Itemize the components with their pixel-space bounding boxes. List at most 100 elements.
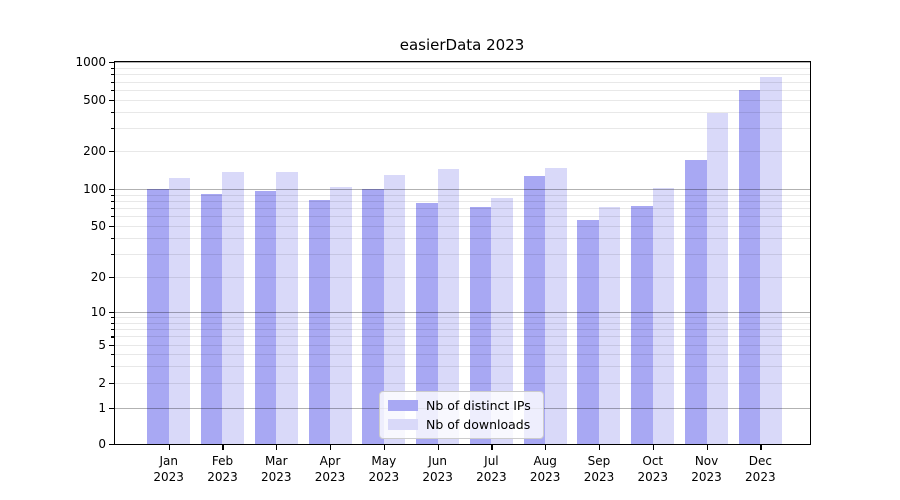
- y-minor-tick: [111, 328, 114, 331]
- y-minor-tick: [111, 74, 114, 76]
- y-tick: [109, 225, 114, 227]
- x-tick: [760, 445, 762, 450]
- x-tick-label: Jan 2023: [153, 454, 184, 484]
- y-minor-tick: [111, 354, 114, 356]
- x-tick-label: Jul 2023: [476, 454, 507, 484]
- y-minor-tick: [111, 90, 114, 92]
- bar-downloads: [760, 77, 782, 444]
- x-tick: [276, 445, 278, 450]
- y-tick-label: 200: [83, 143, 106, 158]
- bar-downloads: [330, 186, 352, 444]
- minor-gridline: [115, 383, 810, 384]
- minor-gridline: [115, 336, 810, 338]
- y-tick: [109, 407, 114, 409]
- y-tick-label: 50: [90, 218, 106, 233]
- y-minor-tick: [111, 322, 114, 324]
- minor-gridline: [115, 200, 810, 202]
- y-minor-tick: [111, 215, 114, 218]
- x-tick-label: Aug 2023: [529, 454, 561, 484]
- minor-gridline: [115, 238, 810, 240]
- minor-gridline: [115, 366, 810, 368]
- bar-downloads: [598, 207, 621, 444]
- x-tick-label: May 2023: [368, 454, 400, 484]
- minor-gridline: [115, 112, 810, 114]
- y-minor-tick: [111, 194, 114, 196]
- y-tick-label: 1000: [75, 55, 106, 69]
- legend-swatch-downloads: [388, 419, 418, 430]
- y-minor-tick: [111, 200, 114, 202]
- minor-gridline: [115, 207, 810, 209]
- bar-downloads: [437, 168, 460, 444]
- minor-gridline: [115, 67, 810, 69]
- y-tick-label: 0: [98, 437, 106, 451]
- bar-distinct-ips: [147, 189, 169, 444]
- minor-gridline: [115, 150, 810, 152]
- x-tick-label: Mar 2023: [260, 454, 292, 484]
- plot-area: 0 1 2 5 10 20 50 100 200 500 1000 Jan 2023 Feb 2023 M…: [75, 55, 811, 484]
- major-gridline: [115, 189, 810, 190]
- x-tick-label: Nov 2023: [691, 454, 722, 484]
- y-tick-label: 100: [83, 182, 106, 196]
- x-tick: [706, 445, 708, 450]
- minor-gridline: [115, 317, 810, 319]
- y-tick-label: 20: [90, 270, 106, 284]
- minor-gridline: [115, 354, 810, 356]
- bar-downloads: [222, 172, 244, 444]
- bar-downloads: [491, 198, 513, 444]
- bar-distinct-ips: [631, 206, 653, 444]
- bar-distinct-ips: [200, 193, 223, 444]
- x-tick-label: Sep 2023: [583, 454, 615, 484]
- x-tick: [330, 445, 332, 450]
- y-minor-tick: [111, 207, 114, 209]
- major-gridline: [115, 62, 810, 63]
- x-tick: [222, 445, 224, 450]
- major-gridline: [115, 312, 810, 313]
- y-tick: [109, 277, 114, 279]
- minor-gridline: [115, 328, 810, 330]
- x-tick-label: Feb 2023: [207, 454, 238, 484]
- bar-distinct-ips: [469, 207, 492, 444]
- y-minor-tick: [111, 128, 114, 130]
- minor-gridline: [115, 345, 810, 346]
- x-tick-label: Dec 2023: [745, 454, 776, 484]
- bar-distinct-ips: [738, 90, 761, 444]
- y-minor-tick: [111, 317, 114, 319]
- y-tick-label: 2: [98, 376, 106, 390]
- minor-gridline: [115, 100, 810, 101]
- chart-title: easierData 2023: [399, 36, 525, 54]
- y-tick-label: 1: [98, 400, 106, 415]
- y-tick: [109, 100, 114, 102]
- bar-distinct-ips: [577, 219, 599, 444]
- minor-gridline: [115, 215, 810, 217]
- minor-gridline: [115, 90, 810, 91]
- bar-distinct-ips: [254, 190, 277, 444]
- x-tick-label: Jun 2023: [422, 454, 453, 484]
- bar-downloads: [168, 177, 191, 444]
- minor-gridline: [115, 194, 810, 196]
- y-minor-tick: [111, 336, 114, 338]
- legend-item-distinct-ips: Nb of distinct IPs: [388, 398, 535, 413]
- y-tick: [109, 189, 114, 191]
- x-tick-label: Oct 2023: [637, 454, 669, 484]
- bar-distinct-ips: [362, 189, 384, 444]
- x-tick: [168, 445, 170, 450]
- y-tick: [109, 444, 114, 446]
- y-tick-label: 500: [83, 93, 106, 107]
- bar-downloads: [383, 175, 406, 444]
- bar-distinct-ips: [685, 159, 707, 444]
- x-tick: [652, 445, 654, 450]
- y-tick-label: 5: [98, 338, 106, 352]
- minor-gridline: [115, 128, 810, 130]
- minor-gridline: [115, 322, 810, 324]
- x-tick: [437, 445, 439, 450]
- y-minor-tick: [111, 238, 114, 240]
- bar-downloads: [652, 187, 675, 444]
- bar-downloads: [276, 171, 298, 444]
- x-tick: [545, 445, 547, 450]
- bar-distinct-ips: [523, 175, 546, 444]
- minor-gridline: [115, 74, 810, 76]
- y-minor-tick: [111, 112, 114, 114]
- x-tick-label: Apr 2023: [314, 454, 346, 484]
- bar-downloads: [706, 113, 729, 444]
